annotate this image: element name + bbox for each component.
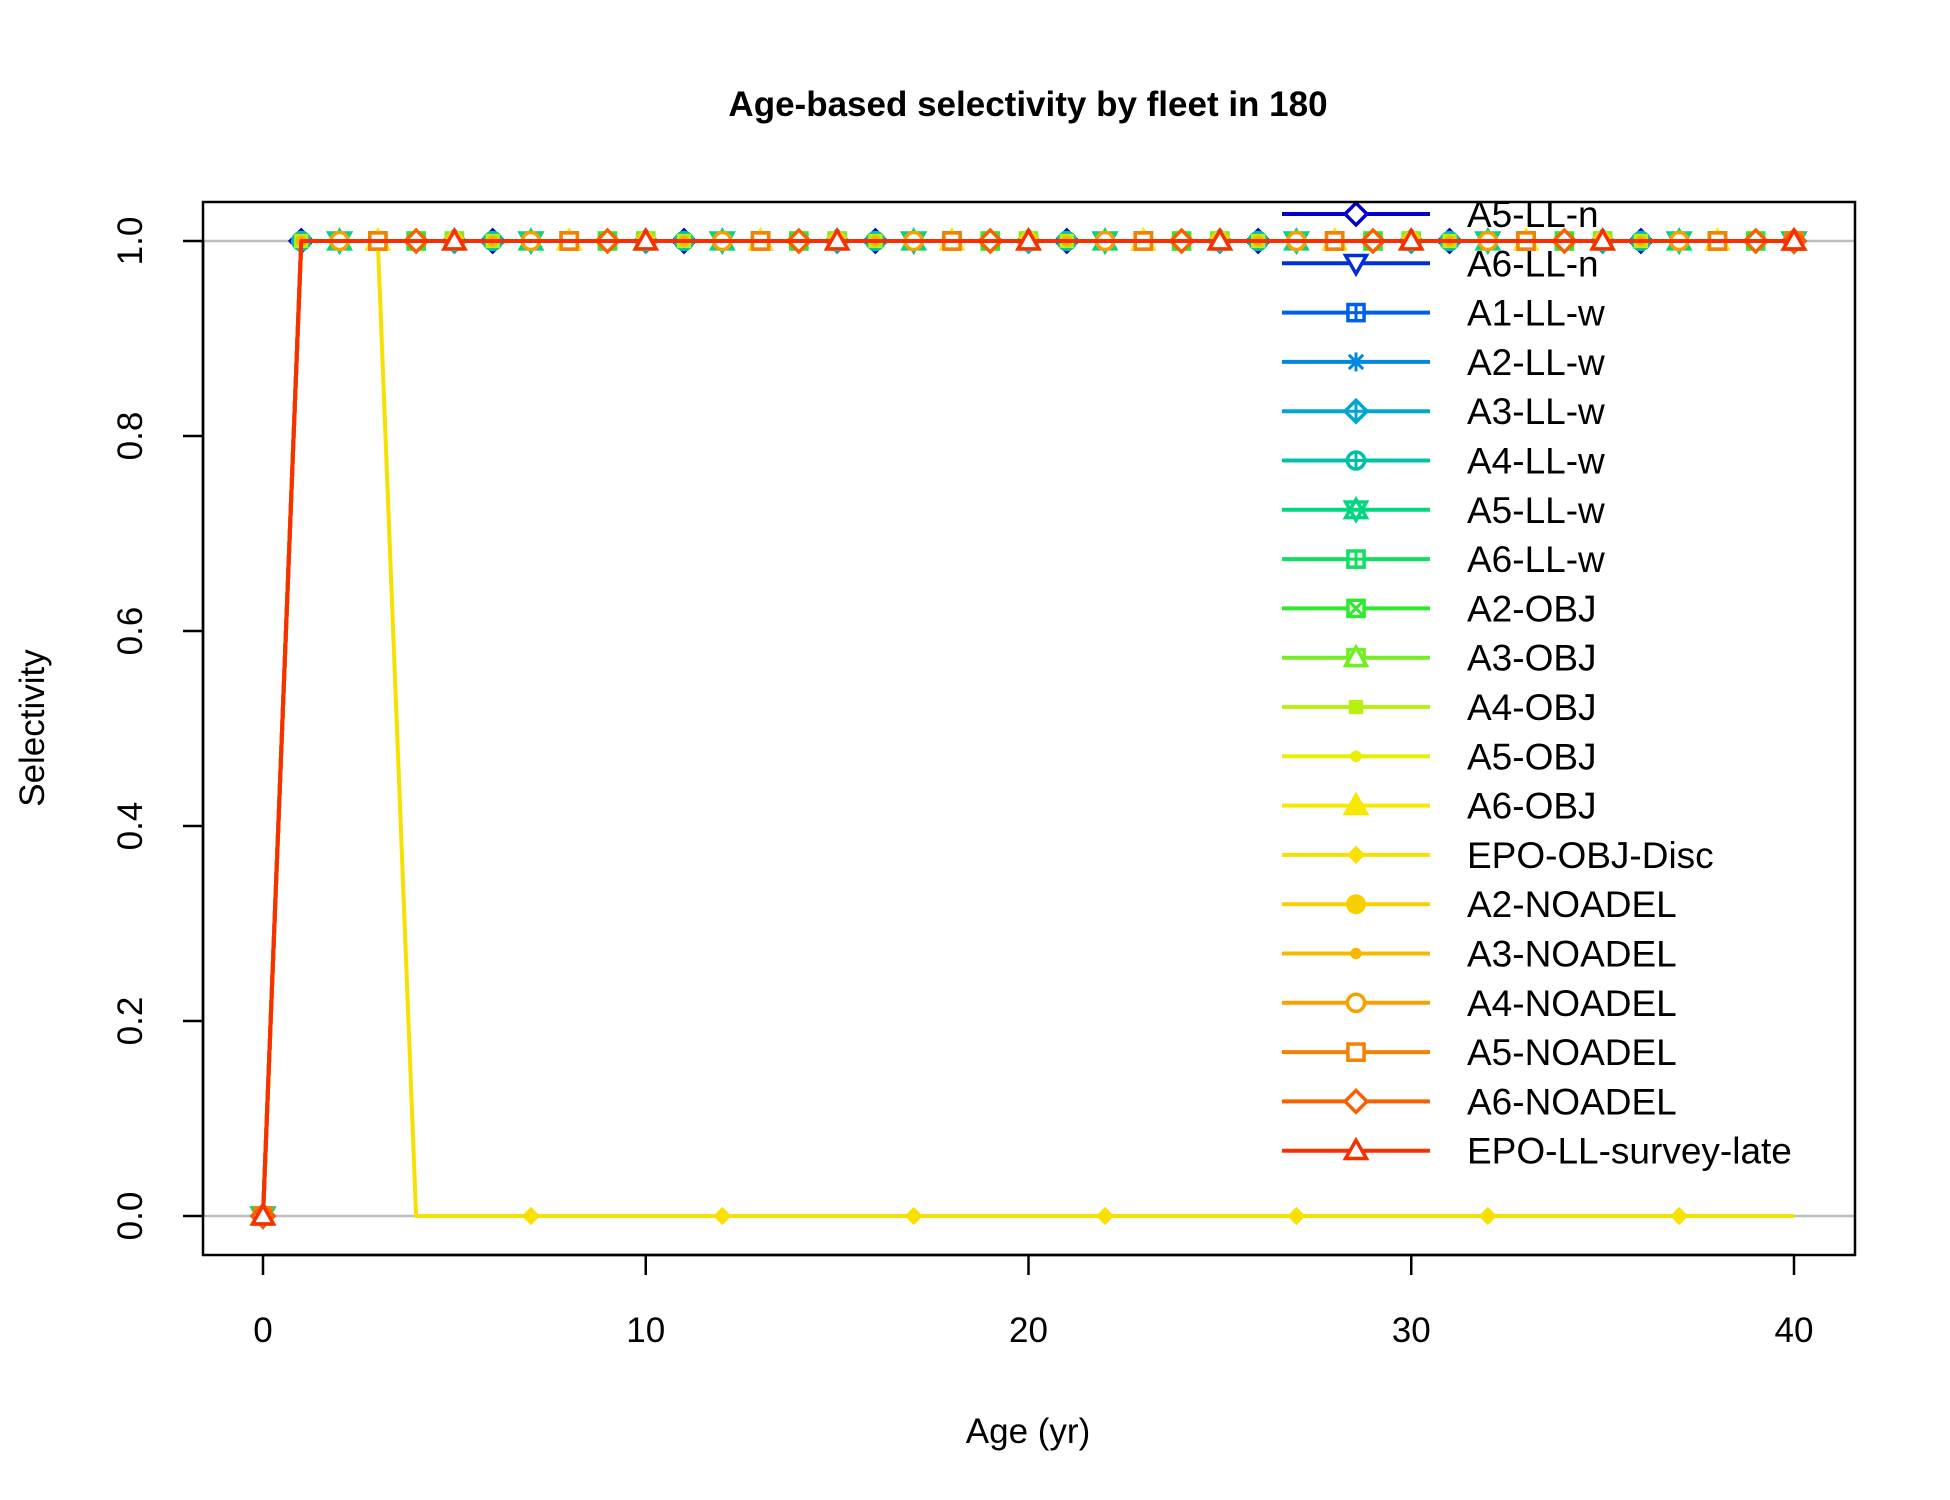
legend-label: A2-NOADEL	[1467, 884, 1677, 925]
data-point	[1095, 1206, 1115, 1226]
legend-label: EPO-LL-survey-late	[1467, 1131, 1792, 1172]
data-point	[1397, 227, 1425, 251]
legend-item-A4-NOADEL: A4-NOADEL	[1282, 983, 1677, 1024]
y-tick-label: 0.2	[111, 997, 150, 1046]
legend-item-A3-OBJ: A3-OBJ	[1282, 638, 1597, 679]
data-point	[249, 1202, 277, 1226]
legend-item-A6-LL-n: A6-LL-n	[1282, 243, 1599, 284]
legend-item-A3-NOADEL: A3-NOADEL	[1282, 934, 1677, 975]
legend-marker	[1346, 599, 1366, 618]
legend-label: A5-OBJ	[1467, 736, 1597, 777]
legend-marker	[1346, 894, 1366, 915]
x-tick-label: 20	[1009, 1311, 1048, 1350]
legend-item-A2-NOADEL: A2-NOADEL	[1282, 884, 1677, 925]
legend-item-A4-OBJ: A4-OBJ	[1282, 687, 1597, 728]
data-point	[1015, 227, 1042, 251]
legend-item-A1-LL-w: A1-LL-w	[1282, 293, 1605, 334]
legend-item-A5-LL-w: A5-LL-w	[1282, 490, 1605, 531]
legend-label: A6-NOADEL	[1467, 1081, 1677, 1122]
data-point	[823, 227, 851, 251]
series-line-EPO-LL-survey-late	[261, 239, 1794, 1217]
legend-marker	[1345, 992, 1367, 1014]
x-axis-title: Age (yr)	[966, 1412, 1090, 1451]
chart-title: Age-based selectivity by fleet in 180	[728, 85, 1327, 124]
legend-item-A5-NOADEL: A5-NOADEL	[1282, 1032, 1677, 1073]
legend-marker	[1347, 353, 1365, 371]
legend-item-A6-NOADEL: A6-NOADEL	[1282, 1081, 1677, 1122]
legend-label: A3-LL-w	[1467, 391, 1605, 432]
x-tick-label: 40	[1775, 1311, 1814, 1350]
legend-marker	[1342, 1136, 1370, 1161]
legend-label: A5-NOADEL	[1467, 1032, 1677, 1073]
legend-label: A6-OBJ	[1467, 786, 1597, 827]
data-point	[713, 1206, 732, 1226]
legend-item-A3-LL-w: A3-LL-w	[1282, 391, 1605, 432]
legend-marker	[1342, 791, 1370, 816]
legend-label: A6-LL-n	[1467, 243, 1599, 284]
legend-label: A4-NOADEL	[1467, 983, 1677, 1024]
data-point	[521, 1206, 541, 1226]
legend-marker	[1342, 200, 1370, 228]
y-tick-label: 0.6	[111, 607, 150, 656]
y-tick-label: 0.8	[111, 412, 150, 461]
data-point	[1589, 227, 1617, 251]
legend-item-A4-LL-w: A4-LL-w	[1282, 441, 1605, 482]
data-point	[632, 227, 660, 251]
legend-item-A6-LL-w: A6-LL-w	[1282, 539, 1605, 580]
y-tick-label: 1.0	[111, 217, 150, 266]
legend-label: A5-LL-n	[1467, 194, 1599, 235]
x-tick-label: 30	[1392, 1311, 1431, 1350]
legend-label: A2-LL-w	[1467, 342, 1605, 383]
legend-marker	[1350, 947, 1362, 960]
x-axis: 0 10 20 30 40	[253, 1253, 1814, 1350]
data-point	[904, 1206, 923, 1226]
legend-label: A3-NOADEL	[1467, 934, 1677, 975]
legend-label: A6-LL-w	[1467, 539, 1605, 580]
legend-label: A3-OBJ	[1467, 638, 1597, 679]
data-point	[440, 227, 468, 251]
series-EPO-LL-survey-late	[249, 227, 1808, 1226]
legend-marker	[1342, 500, 1370, 524]
x-tick-label: 10	[626, 1311, 665, 1350]
legend-label: A1-LL-w	[1467, 293, 1605, 334]
legend-item-A2-LL-w: A2-LL-w	[1282, 342, 1605, 383]
legend-item-A6-OBJ: A6-OBJ	[1282, 786, 1597, 827]
series-layer	[249, 227, 1808, 1230]
legend-marker	[1348, 699, 1364, 715]
legend-item-EPO-LL-survey-late: EPO-LL-survey-late	[1282, 1131, 1792, 1172]
data-point	[1478, 1206, 1497, 1226]
legend-marker	[1350, 750, 1362, 762]
y-tick-label: 0.0	[111, 1192, 150, 1241]
legend: A5-LL-n A6-LL-n A1-LL-w A2-LL-w A3-LL-w A4-LL…	[1282, 194, 1792, 1172]
data-point	[1670, 1206, 1689, 1226]
y-axis: 0.0 0.2 0.4 0.6 0.8 1.0	[111, 217, 205, 1241]
x-tick-label: 0	[253, 1311, 272, 1350]
legend-label: A4-OBJ	[1467, 687, 1597, 728]
y-tick-label: 0.4	[111, 802, 150, 851]
legend-item-A5-OBJ: A5-OBJ	[1282, 736, 1597, 777]
data-point	[1780, 227, 1808, 251]
data-point	[1287, 1206, 1306, 1226]
data-point	[1206, 227, 1234, 251]
legend-marker	[1342, 253, 1370, 278]
legend-marker	[1346, 845, 1366, 865]
legend-marker	[1342, 643, 1370, 668]
legend-label: A2-OBJ	[1467, 588, 1597, 629]
y-axis-title: Selectivity	[13, 649, 52, 807]
legend-label: EPO-OBJ-Disc	[1467, 835, 1714, 876]
legend-label: A5-LL-w	[1467, 490, 1605, 531]
legend-label: A4-LL-w	[1467, 441, 1605, 482]
legend-item-EPO-OBJ-Disc: EPO-OBJ-Disc	[1282, 835, 1714, 876]
legend-item-A2-OBJ: A2-OBJ	[1282, 588, 1597, 629]
legend-marker	[1342, 1088, 1370, 1115]
legend-marker	[1346, 1042, 1366, 1062]
